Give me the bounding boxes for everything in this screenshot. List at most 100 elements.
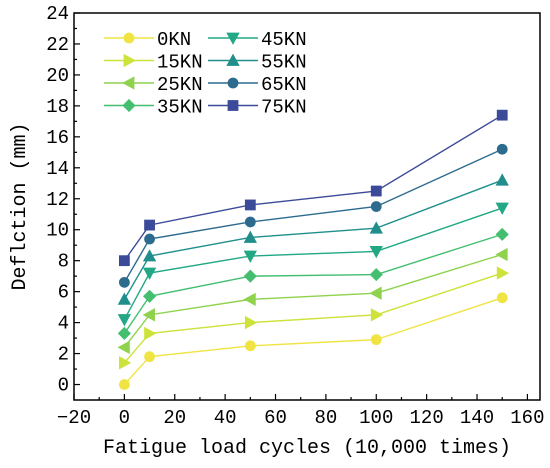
y-tick-label: 20	[46, 65, 69, 87]
data-point	[243, 292, 256, 307]
data-point	[370, 334, 382, 346]
data-point	[370, 201, 382, 212]
data-point	[117, 340, 130, 355]
x-tick-label: 160	[510, 407, 544, 429]
y-tick-label: 8	[58, 251, 69, 273]
data-point	[118, 255, 130, 267]
legend-marker	[122, 76, 135, 90]
series-55kn	[117, 173, 509, 305]
series-45kn	[117, 202, 509, 327]
data-point	[118, 356, 132, 370]
x-tick-label: 100	[359, 407, 393, 429]
legend-marker	[226, 53, 240, 66]
series-line	[123, 297, 503, 385]
legend-marker	[122, 98, 136, 113]
series-0kn	[118, 292, 508, 390]
data-point	[142, 308, 155, 322]
legend-label: 25KN	[157, 74, 203, 96]
data-point	[243, 269, 257, 283]
series-75kn	[118, 109, 508, 267]
data-point	[244, 216, 256, 228]
x-tick-label: −20	[57, 407, 91, 429]
data-point	[118, 276, 130, 288]
series-line	[123, 207, 503, 320]
y-tick-label: 12	[46, 189, 69, 211]
legend-label: 0KN	[157, 29, 191, 51]
y-tick-label: 0	[58, 375, 69, 397]
legend-entry: 45KN	[208, 29, 307, 51]
x-tick-label: 140	[460, 407, 494, 429]
y-tick-label: 2	[58, 344, 69, 366]
plot-area: −20 0 20 40 60 80 100 120 140 1600246810121416182…	[46, 3, 544, 429]
data-point	[370, 185, 382, 197]
x-tick-label: 40	[214, 407, 237, 429]
legend-marker	[226, 32, 240, 45]
legend-marker	[227, 100, 239, 111]
plot-frame	[73, 12, 541, 401]
data-point	[496, 292, 508, 304]
data-point	[142, 249, 157, 262]
data-point	[369, 268, 383, 282]
y-tick-label: 6	[58, 282, 69, 304]
legend-entry: 35KN	[104, 97, 203, 119]
legend-entry: 0KN	[104, 29, 191, 51]
y-tick-label: 18	[46, 96, 69, 118]
data-point	[370, 308, 384, 322]
series-25kn	[117, 247, 508, 355]
legend-entry: 65KN	[208, 74, 307, 96]
legend-label: 35KN	[157, 97, 203, 119]
data-point	[143, 289, 157, 303]
series-line	[123, 148, 503, 283]
y-tick-label: 4	[58, 313, 69, 335]
data-point	[496, 266, 510, 280]
legend-marker	[123, 53, 136, 68]
data-point	[117, 326, 131, 341]
x-tick-label: 60	[264, 407, 287, 429]
x-tick-label: 0	[119, 407, 130, 429]
data-point	[142, 267, 157, 280]
data-point	[243, 250, 257, 263]
x-axis-title: Fatigue load cycles (10,000 times)	[103, 437, 511, 460]
data-point	[117, 292, 132, 305]
data-point	[244, 340, 256, 352]
data-point	[118, 379, 130, 390]
data-point	[369, 221, 383, 234]
series-35kn	[117, 227, 509, 341]
y-tick-label: 10	[46, 220, 69, 242]
data-point	[144, 351, 155, 363]
data-point	[495, 173, 509, 186]
data-point	[496, 143, 508, 155]
data-point	[495, 247, 508, 262]
data-point	[117, 314, 132, 327]
legend-entry: 15KN	[104, 52, 203, 74]
legend-marker	[123, 32, 135, 44]
data-point	[495, 202, 509, 215]
legend-entry: 55KN	[208, 52, 307, 74]
data-point	[495, 227, 509, 241]
data-point	[144, 219, 155, 231]
legend-label: 65KN	[261, 74, 307, 96]
y-axis-title: Deflction (mm)	[9, 122, 32, 290]
legend-label: 75KN	[261, 97, 307, 119]
data-point	[243, 230, 257, 243]
series-line	[123, 114, 503, 262]
series-15kn	[118, 266, 510, 370]
y-tick-label: 22	[46, 34, 69, 56]
data-point	[144, 233, 155, 245]
x-tick-label: 120	[410, 407, 444, 429]
y-tick-label: 16	[46, 127, 69, 149]
legend-label: 15KN	[157, 52, 203, 74]
y-tick-label: 14	[46, 158, 69, 180]
data-point	[244, 199, 256, 211]
series-65kn	[118, 143, 508, 288]
data-point	[369, 245, 383, 259]
legend-entry: 25KN	[104, 74, 203, 96]
data-point	[244, 315, 258, 330]
legend-label: 45KN	[261, 29, 307, 51]
y-tick-label: 24	[46, 3, 69, 25]
data-point	[369, 286, 382, 300]
data-point	[144, 326, 157, 341]
x-tick-label: 80	[314, 407, 337, 429]
